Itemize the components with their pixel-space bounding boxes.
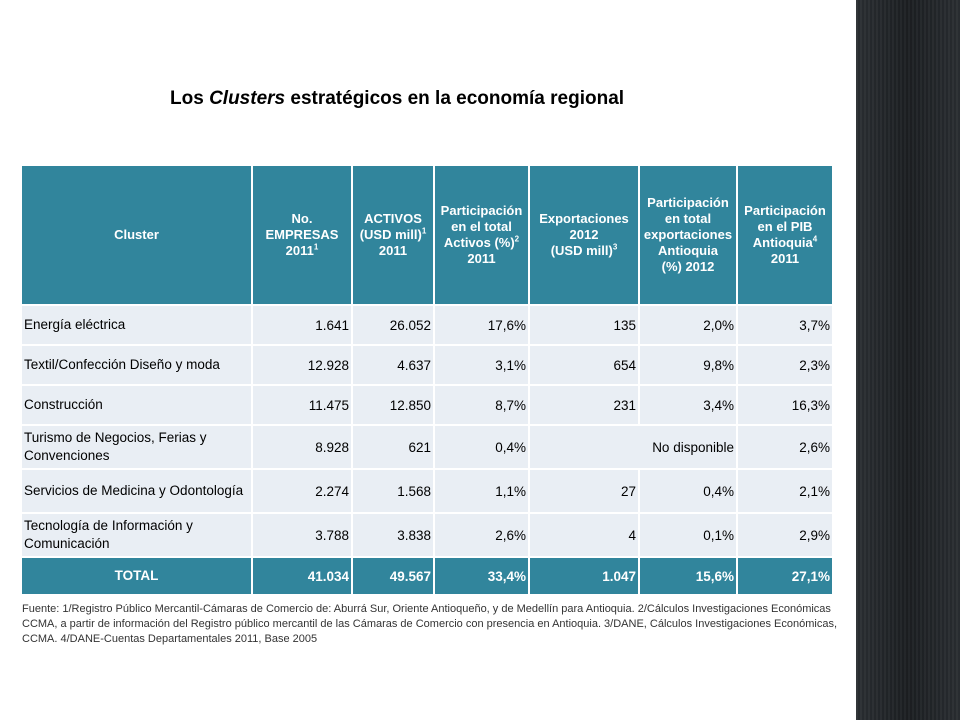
value-cell: 3.838 xyxy=(352,512,435,557)
table-row: Textil/Confección Diseño y moda 12.928 4.6… xyxy=(22,344,832,385)
value-cell: 3.788 xyxy=(252,512,353,557)
table-row: Servicios de Medicina y Odontología 2.274… xyxy=(22,468,832,513)
total-value-cell: 27,1% xyxy=(737,556,832,594)
table-row: Tecnología de Información y Comunicación… xyxy=(22,512,832,557)
value-cell: 0,4% xyxy=(639,468,738,513)
total-value-cell: 49.567 xyxy=(352,556,435,594)
value-cell: 3,7% xyxy=(737,304,832,345)
title-italic: Clusters xyxy=(209,88,286,109)
column-header: Exportaciones 2012 (USD mill)3 xyxy=(529,166,640,305)
value-cell: 0,1% xyxy=(639,512,738,557)
column-header: Participación en el total Activos (%)2 2011 xyxy=(434,166,530,305)
value-cell: 2,9% xyxy=(737,512,832,557)
cluster-name-cell: Construcción xyxy=(22,384,253,425)
value-cell: 11.475 xyxy=(252,384,353,425)
total-row: TOTAL 41.034 49.567 33,4% 1.047 15,6% 27,1% xyxy=(22,556,832,594)
value-cell: 27 xyxy=(529,468,640,513)
value-cell: 2,6% xyxy=(737,424,832,469)
value-cell: 2,6% xyxy=(434,512,530,557)
value-cell: 2,0% xyxy=(639,304,738,345)
value-cell: 26.052 xyxy=(352,304,435,345)
source-footnote: Fuente: 1/Registro Público Mercantil-Cám… xyxy=(22,603,837,645)
cluster-name-cell: Tecnología de Información y Comunicación xyxy=(22,512,253,557)
slide-title: Los Clusters estratégicos en la economía… xyxy=(170,88,730,110)
title-suffix: estratégicos en la economía regional xyxy=(285,88,625,109)
decorative-side-panel xyxy=(856,0,960,720)
table-row: Energía eléctrica 1.641 26.052 17,6% 135 2,0%… xyxy=(22,304,832,345)
value-cell: 8,7% xyxy=(434,384,530,425)
value-cell: 12.928 xyxy=(252,344,353,385)
value-cell: 3,1% xyxy=(434,344,530,385)
value-cell: 16,3% xyxy=(737,384,832,425)
cluster-name-cell: Turismo de Negocios, Ferias y Convencion… xyxy=(22,424,253,469)
table-row: Construcción 11.475 12.850 8,7% 231 3,4% 16,3% xyxy=(22,384,832,425)
total-value-cell: 41.034 xyxy=(252,556,353,594)
column-header: Participación en el PIB Antioquia4 2011 xyxy=(737,166,832,305)
value-cell: 12.850 xyxy=(352,384,435,425)
value-cell: 2.274 xyxy=(252,468,353,513)
value-cell: 4.637 xyxy=(352,344,435,385)
total-label: TOTAL xyxy=(22,556,253,594)
column-header: Cluster xyxy=(22,166,253,305)
value-cell: 0,4% xyxy=(434,424,530,469)
value-cell: 2,3% xyxy=(737,344,832,385)
title-prefix: Los xyxy=(170,88,210,109)
column-header: ACTIVOS (USD mill)1 2011 xyxy=(352,166,435,305)
cluster-name-cell: Energía eléctrica xyxy=(22,304,253,345)
value-cell: 17,6% xyxy=(434,304,530,345)
value-cell: 3,4% xyxy=(639,384,738,425)
value-cell: 8.928 xyxy=(252,424,353,469)
total-value-cell: 33,4% xyxy=(434,556,530,594)
clusters-table: Cluster No. EMPRESAS 20111 ACTIVOS (USD mill)… xyxy=(22,166,832,594)
value-cell: 9,8% xyxy=(639,344,738,385)
table-header-row: Cluster No. EMPRESAS 20111 ACTIVOS (USD mill)… xyxy=(22,166,832,305)
cluster-name-cell: Textil/Confección Diseño y moda xyxy=(22,344,253,385)
value-cell: 654 xyxy=(529,344,640,385)
column-header: Participación en total exportaciones Antioq… xyxy=(639,166,738,305)
value-cell: 621 xyxy=(352,424,435,469)
table-row: Turismo de Negocios, Ferias y Convencion… xyxy=(22,424,832,469)
value-cell: 1.568 xyxy=(352,468,435,513)
not-available-cell: No disponible xyxy=(529,424,738,469)
value-cell: 231 xyxy=(529,384,640,425)
value-cell: 1,1% xyxy=(434,468,530,513)
value-cell: 135 xyxy=(529,304,640,345)
value-cell: 4 xyxy=(529,512,640,557)
value-cell: 1.641 xyxy=(252,304,353,345)
column-header: No. EMPRESAS 20111 xyxy=(252,166,353,305)
total-value-cell: 1.047 xyxy=(529,556,640,594)
cluster-name-cell: Servicios de Medicina y Odontología xyxy=(22,468,253,513)
value-cell: 2,1% xyxy=(737,468,832,513)
total-value-cell: 15,6% xyxy=(639,556,738,594)
